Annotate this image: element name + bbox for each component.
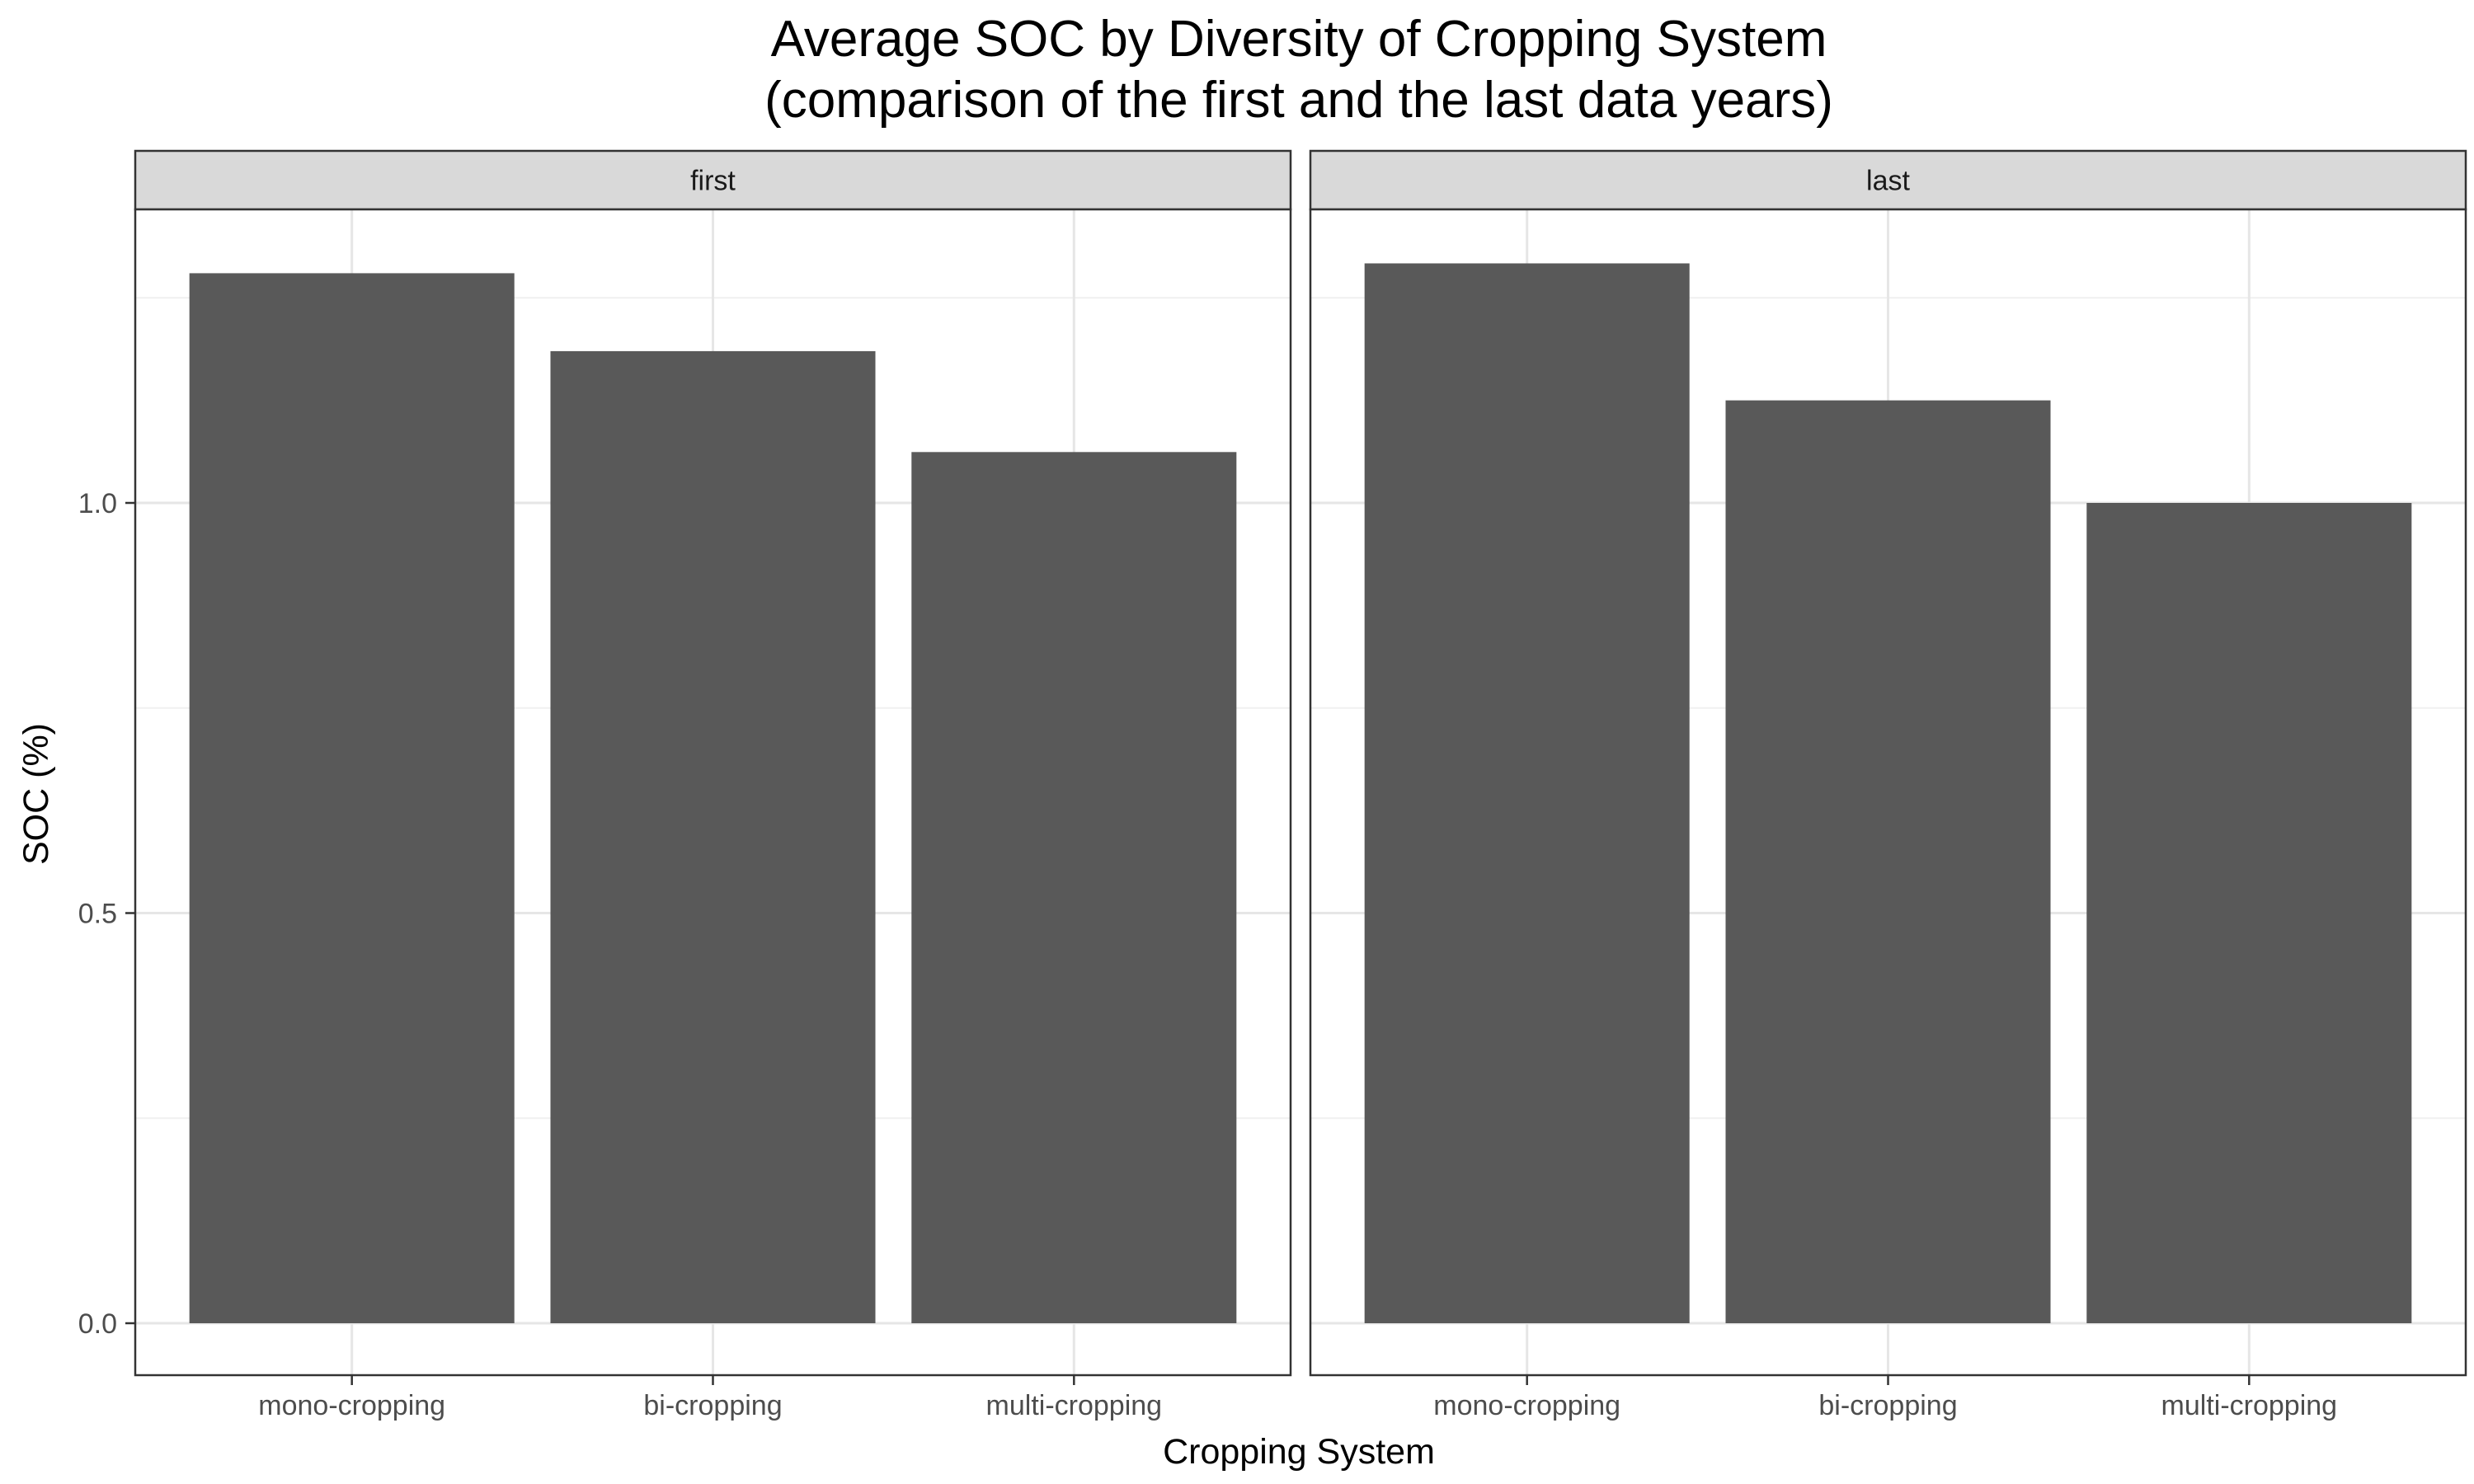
x-axis-title: Cropping System — [1163, 1432, 1435, 1472]
facet-panels: first mono-cropping bi-cropping multi-cropp… — [78, 149, 2467, 1421]
x-tick-label: bi-cropping — [643, 1390, 782, 1421]
x-tick-label: mono-cropping — [258, 1390, 445, 1421]
x-tick-label: bi-cropping — [1818, 1390, 1957, 1421]
facet-strip-last — [1309, 149, 2467, 211]
facet-strip-label: last — [1866, 166, 1910, 197]
bar-last-bi-cropping — [1725, 400, 2051, 1323]
bar-first-multi-cropping — [911, 452, 1237, 1323]
chart-subtitle: (comparison of the first and the last da… — [764, 72, 1833, 129]
x-tick-label: multi-cropping — [2161, 1390, 2338, 1421]
chart-title: Average SOC by Diversity of Cropping Sys… — [771, 11, 1827, 68]
x-tick-label: multi-cropping — [986, 1390, 1163, 1421]
facet-strip-label: first — [690, 166, 736, 197]
y-axis-title: SOC (%) — [16, 723, 56, 865]
facet-strip-first — [134, 149, 1292, 211]
y-tick-label: 0.5 — [78, 899, 117, 930]
bar-first-mono-cropping — [189, 273, 515, 1323]
facet-panel-last: last mono-cropping bi-cropping multi-croppi… — [1309, 149, 2467, 1421]
bar-last-mono-cropping — [1364, 263, 1690, 1324]
x-tick-label: mono-cropping — [1433, 1390, 1620, 1421]
facet-panel-first: first mono-cropping bi-cropping multi-cropp… — [134, 149, 1292, 1421]
y-axis: 0.0 0.5 1.0 — [78, 488, 135, 1340]
y-tick-label: 1.0 — [78, 488, 117, 519]
bar-last-multi-cropping — [2086, 503, 2412, 1323]
y-tick-label: 0.0 — [78, 1308, 117, 1340]
bar-first-bi-cropping — [550, 350, 876, 1323]
